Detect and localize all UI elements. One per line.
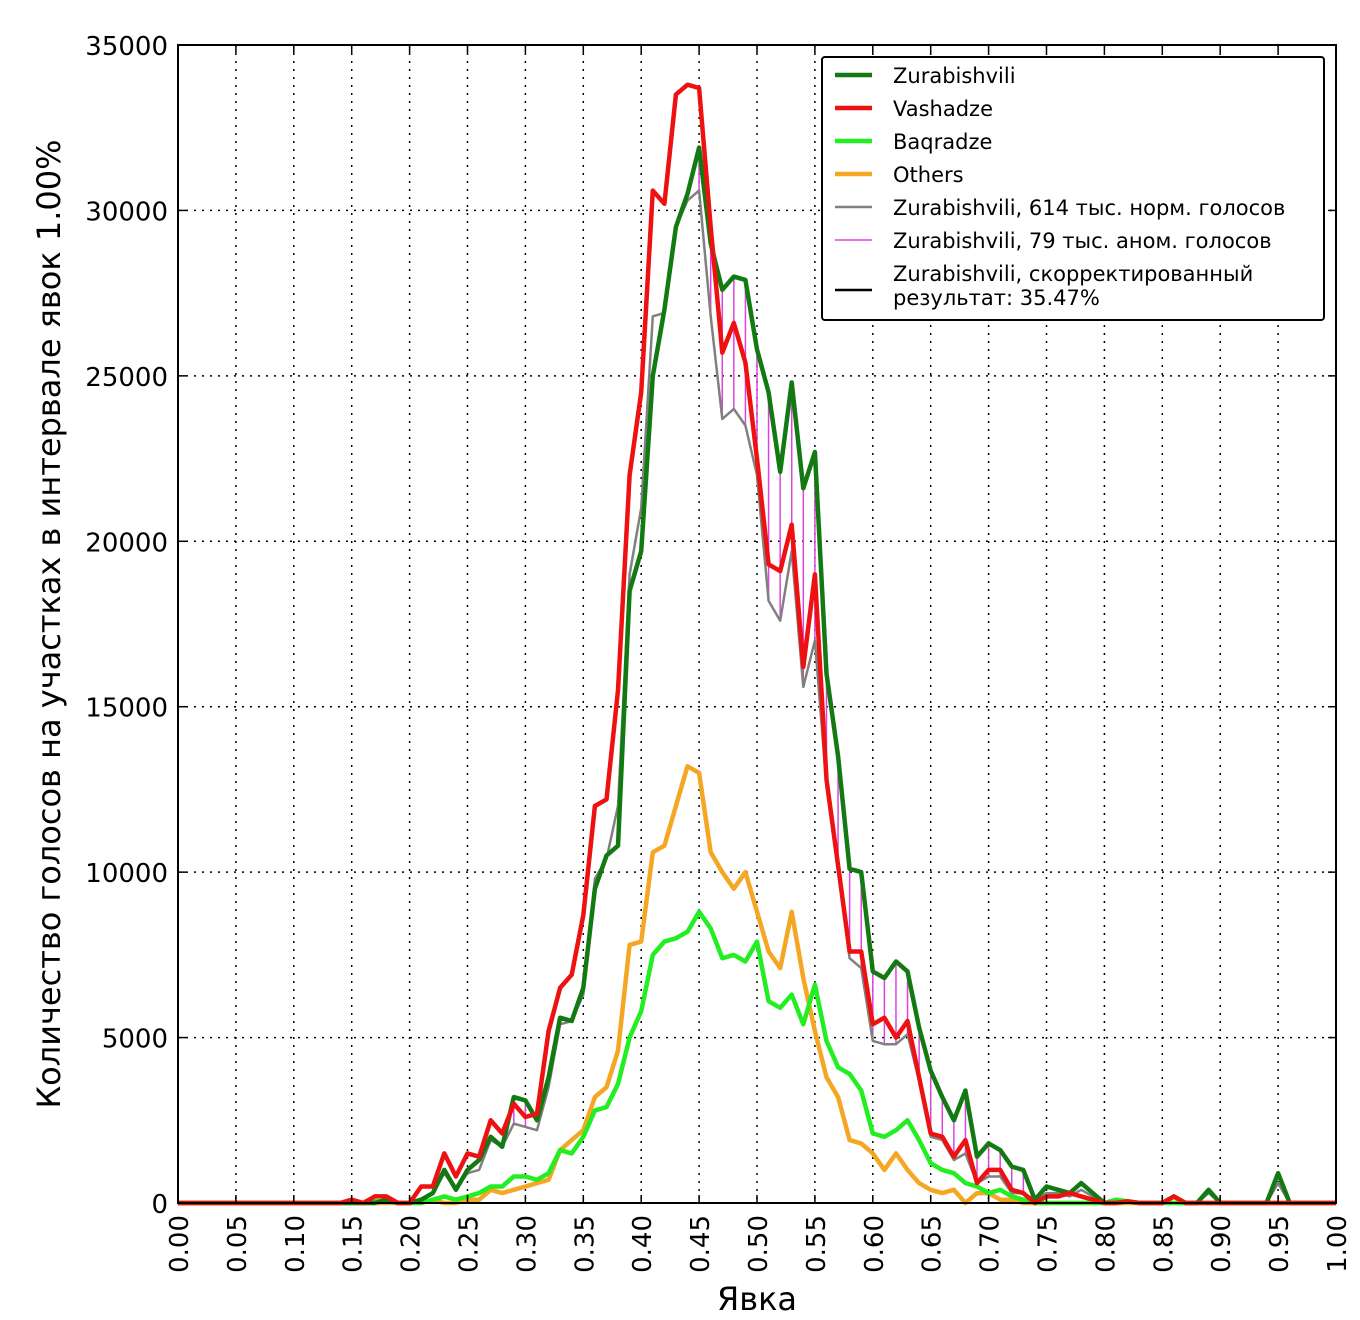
x-tick-label: 0.20	[397, 1215, 427, 1273]
y-tick-label: 25000	[85, 363, 168, 393]
legend-label: результат: 35.47%	[893, 286, 1100, 310]
legend-label: Vashadze	[893, 97, 993, 121]
y-tick-label: 35000	[85, 32, 168, 62]
legend-label: Zurabishvili, 79 тыс. аном. голосов	[893, 229, 1272, 253]
x-tick-label: 0.00	[165, 1215, 195, 1273]
x-tick-label: 0.45	[686, 1215, 716, 1273]
y-tick-label: 15000	[85, 694, 168, 724]
y-tick-label: 20000	[85, 528, 168, 558]
x-tick-label: 0.60	[860, 1215, 890, 1273]
legend: Zurabishvili Vashadze Baqradze Others Zurabi…	[821, 56, 1325, 321]
x-tick-label: 0.90	[1207, 1215, 1237, 1273]
legend-label: Zurabishvili, 614 тыс. норм. голосов	[893, 196, 1285, 220]
series-line-others	[178, 764, 1336, 1206]
legend-label: Zurabishvili, скорректированный	[893, 262, 1253, 286]
legend-frame	[821, 56, 1325, 321]
x-tick-label: 0.05	[223, 1215, 253, 1273]
legend-label: Others	[893, 163, 964, 187]
y-tick-label: 30000	[85, 197, 168, 227]
x-tick-label: 0.85	[1149, 1215, 1179, 1273]
x-tick-label: 0.15	[339, 1215, 369, 1273]
y-axis: 0 5000 10000 15000 20000 25000 30000 35000	[85, 32, 1336, 1220]
x-tick-label: 0.25	[455, 1215, 485, 1273]
y-axis-label: Количество голосов на участках в интерва…	[30, 139, 68, 1108]
y-tick-label: 10000	[85, 859, 168, 889]
x-tick-label: 0.10	[281, 1215, 311, 1273]
x-axis: 0.00 0.05 0.10 0.15 0.20 0.25 0.30 0.35 0.40 0.45…	[165, 45, 1353, 1273]
y-tick-label: 5000	[102, 1025, 168, 1055]
x-tick-label: 0.75	[1034, 1215, 1064, 1273]
x-tick-label: 0.55	[802, 1215, 832, 1273]
x-tick-label: 0.80	[1091, 1215, 1121, 1273]
legend-label: Baqradze	[893, 130, 992, 154]
x-tick-label: 0.65	[918, 1215, 948, 1273]
x-tick-label: 1.00	[1323, 1215, 1353, 1273]
x-tick-label: 0.70	[976, 1215, 1006, 1273]
series-line-baqradze	[178, 909, 1336, 1206]
x-tick-label: 0.30	[512, 1215, 542, 1273]
x-tick-label: 0.35	[570, 1215, 600, 1273]
x-tick-label: 0.40	[628, 1215, 658, 1273]
y-tick-label: 0	[151, 1190, 168, 1220]
legend-label: Zurabishvili	[893, 64, 1016, 88]
x-tick-label: 0.50	[744, 1215, 774, 1273]
x-tick-label: 0.95	[1265, 1215, 1295, 1273]
x-axis-label: Явка	[717, 1280, 797, 1318]
